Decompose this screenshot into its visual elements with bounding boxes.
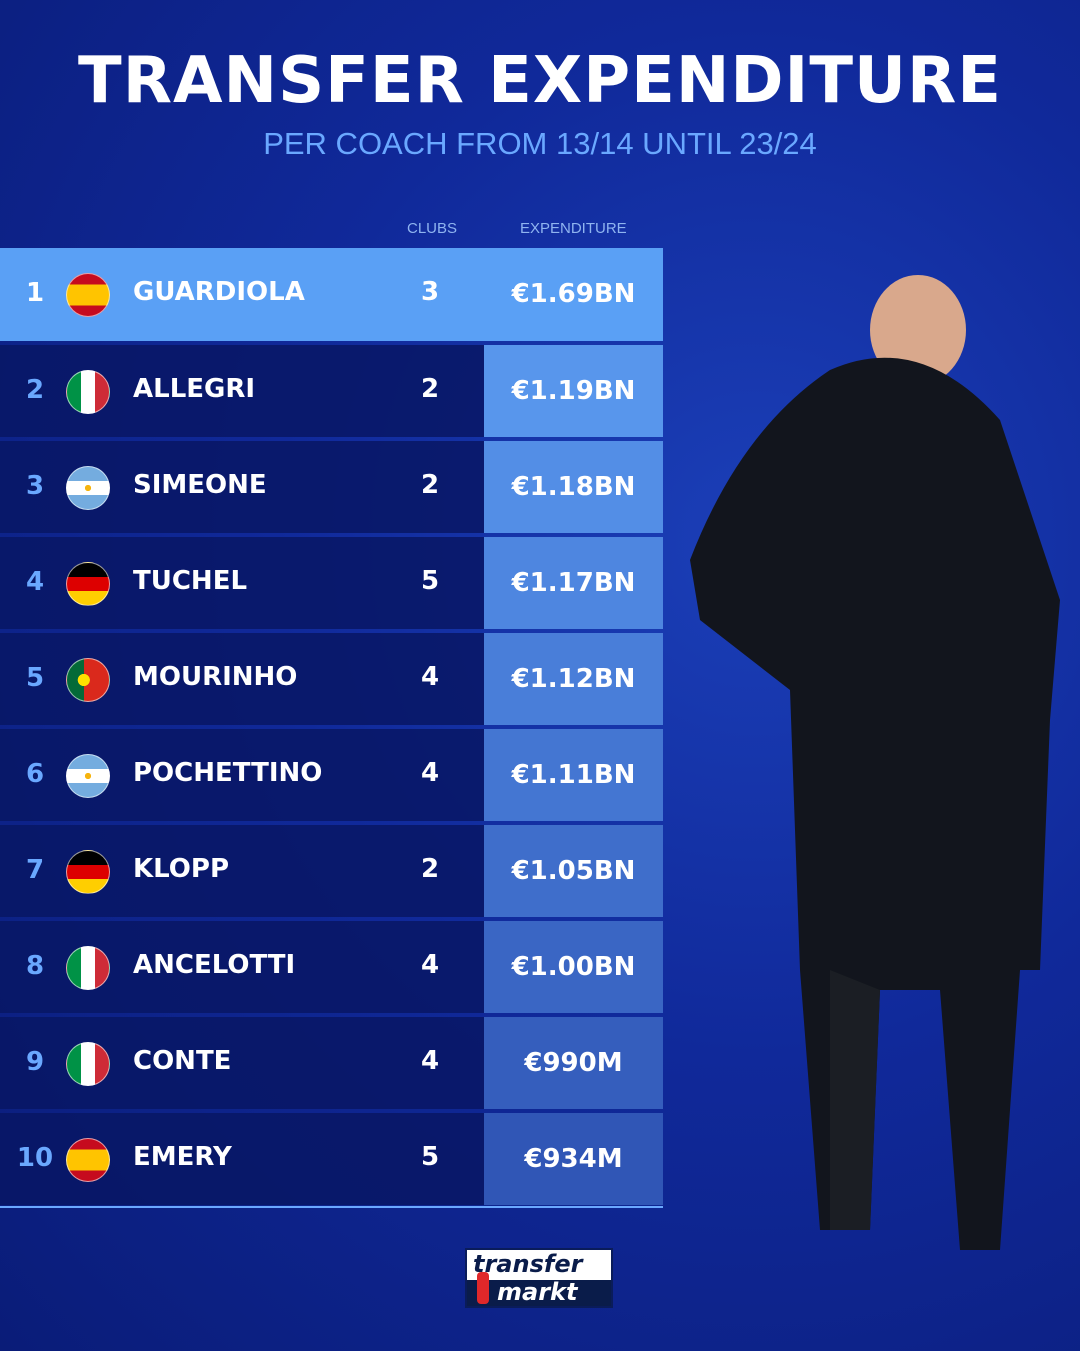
clubs-count: 4 bbox=[420, 758, 440, 788]
player-icon bbox=[477, 1272, 489, 1304]
italy-flag-icon bbox=[66, 1042, 110, 1086]
clubs-count: 5 bbox=[420, 566, 440, 596]
table-row: 7 KLOPP 2 €1.05BN bbox=[0, 825, 663, 917]
coach-name: MOURINHO bbox=[133, 662, 298, 692]
coach-name: POCHETTINO bbox=[133, 758, 323, 788]
rank: 3 bbox=[25, 471, 45, 501]
expenditure-value: €1.19BN bbox=[484, 345, 663, 437]
expenditure-value: €1.11BN bbox=[484, 729, 663, 821]
coach-photo bbox=[690, 275, 1060, 1250]
column-header-expenditure: EXPENDITURE bbox=[520, 220, 627, 237]
clubs-count: 4 bbox=[420, 950, 440, 980]
rank: 10 bbox=[16, 1143, 54, 1173]
clubs-count: 2 bbox=[420, 374, 440, 404]
table-row: 3 SIMEONE 2 €1.18BN bbox=[0, 441, 663, 533]
coach-name: SIMEONE bbox=[133, 470, 267, 500]
argentina-flag-icon bbox=[66, 754, 110, 798]
expenditure-value: €990M bbox=[484, 1017, 663, 1109]
italy-flag-icon bbox=[66, 370, 110, 414]
coach-name: CONTE bbox=[133, 1046, 232, 1076]
clubs-count: 2 bbox=[420, 470, 440, 500]
portugal-flag-icon bbox=[66, 658, 110, 702]
expenditure-value: €1.12BN bbox=[484, 633, 663, 725]
coach-name: ALLEGRI bbox=[133, 374, 256, 404]
table-row: 1 GUARDIOLA 3 €1.69BN bbox=[0, 248, 663, 341]
spain-flag-icon bbox=[66, 1138, 110, 1182]
transfermarkt-logo: transfer markt bbox=[465, 1248, 613, 1308]
expenditure-value: €1.00BN bbox=[484, 921, 663, 1013]
germany-flag-icon bbox=[66, 562, 110, 606]
expenditure-value: €934M bbox=[484, 1113, 663, 1205]
coach-name: ANCELOTTI bbox=[133, 950, 296, 980]
clubs-count: 4 bbox=[420, 1046, 440, 1076]
rank: 7 bbox=[25, 855, 45, 885]
rank: 5 bbox=[25, 663, 45, 693]
table-row: 10 EMERY 5 €934M bbox=[0, 1113, 663, 1205]
page-title: TRANSFER EXPENDITURE bbox=[78, 44, 1002, 118]
rank: 2 bbox=[25, 375, 45, 405]
table-row: 4 TUCHEL 5 €1.17BN bbox=[0, 537, 663, 629]
table-bottom-divider bbox=[0, 1206, 663, 1208]
clubs-count: 4 bbox=[420, 662, 440, 692]
clubs-count: 3 bbox=[420, 277, 440, 307]
germany-flag-icon bbox=[66, 850, 110, 894]
column-header-clubs: CLUBS bbox=[407, 220, 458, 237]
table-row: 2 ALLEGRI 2 €1.19BN bbox=[0, 345, 663, 437]
table-row: 5 MOURINHO 4 €1.12BN bbox=[0, 633, 663, 725]
spain-flag-icon bbox=[66, 273, 110, 317]
expenditure-value: €1.69BN bbox=[511, 279, 636, 309]
page-subtitle: PER COACH FROM 13/14 UNTIL 23/24 bbox=[263, 126, 817, 161]
clubs-count: 2 bbox=[420, 854, 440, 884]
clubs-count: 5 bbox=[420, 1142, 440, 1172]
rank: 1 bbox=[25, 278, 45, 308]
expenditure-value: €1.05BN bbox=[484, 825, 663, 917]
rank: 8 bbox=[25, 951, 45, 981]
rank: 6 bbox=[25, 759, 45, 789]
table-row: 6 POCHETTINO 4 €1.11BN bbox=[0, 729, 663, 821]
argentina-flag-icon bbox=[66, 466, 110, 510]
expenditure-value: €1.17BN bbox=[484, 537, 663, 629]
expenditure-value: €1.18BN bbox=[484, 441, 663, 533]
rank: 4 bbox=[25, 567, 45, 597]
italy-flag-icon bbox=[66, 946, 110, 990]
coach-name: GUARDIOLA bbox=[133, 277, 305, 307]
table-row: 8 ANCELOTTI 4 €1.00BN bbox=[0, 921, 663, 1013]
table-row: 9 CONTE 4 €990M bbox=[0, 1017, 663, 1109]
coach-name: TUCHEL bbox=[133, 566, 248, 596]
rank: 9 bbox=[25, 1047, 45, 1077]
coach-name: EMERY bbox=[133, 1142, 232, 1172]
coach-name: KLOPP bbox=[133, 854, 230, 884]
